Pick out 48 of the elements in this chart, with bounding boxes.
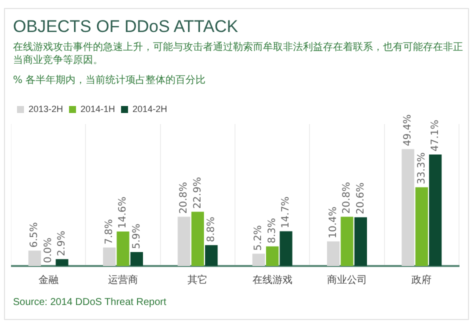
bar xyxy=(340,216,354,266)
chart-title: OBJECTS OF DDoS ATTACK xyxy=(13,17,238,37)
bar xyxy=(252,254,265,266)
data-label: 14.7% xyxy=(280,196,292,228)
data-label: 20.6% xyxy=(355,182,366,214)
data-label: 6.5% xyxy=(29,222,40,248)
bar xyxy=(178,216,190,266)
x-tick-label: 其它 xyxy=(188,274,208,286)
bar xyxy=(327,241,340,266)
bar xyxy=(354,217,367,266)
bar xyxy=(116,231,130,266)
bar xyxy=(191,212,204,266)
bar xyxy=(429,154,442,266)
bar xyxy=(103,248,116,266)
data-label: 33.3% xyxy=(416,152,428,184)
data-label: 5.9% xyxy=(131,224,142,250)
bar xyxy=(205,245,218,266)
x-tick-label: 政府 xyxy=(412,274,432,286)
legend-label: 2014-1H xyxy=(80,104,116,114)
bar xyxy=(56,259,68,266)
data-label: 0.0% xyxy=(42,238,54,263)
bar xyxy=(415,187,428,266)
x-tick-label: 商业公司 xyxy=(327,274,367,286)
bar xyxy=(402,149,414,266)
bar xyxy=(28,250,41,266)
data-label: 8.3% xyxy=(266,218,278,244)
x-tick-label: 金融 xyxy=(38,274,58,286)
source-note: Source: 2014 DDoS Threat Report xyxy=(13,297,166,308)
data-label: 7.8% xyxy=(104,219,115,245)
text: % 各半年期内，当前统计项占整体的百分比 xyxy=(13,74,206,87)
x-tick-label: 运营商 xyxy=(108,274,138,286)
bar xyxy=(130,252,143,266)
legend-label: 2013-2H xyxy=(28,104,64,114)
bar xyxy=(280,231,292,266)
data-label: 2.9% xyxy=(56,230,68,256)
data-label: 49.4% xyxy=(402,114,414,146)
legend-label: 2014-2H xyxy=(132,104,168,114)
data-label: 22.9% xyxy=(192,177,204,209)
data-label: 5.2% xyxy=(253,225,264,251)
chart-subtitle: 在线游戏攻击事件的急速上升，可能与攻击者通过勒索而牟取非法利益存在着联系，也有可能存在非正当商业竞争等原因。 xyxy=(13,41,463,67)
data-label: 8.8% xyxy=(206,216,217,242)
data-label: 47.1% xyxy=(430,120,441,152)
data-label: 20.8% xyxy=(178,182,190,214)
x-tick-label: 在线游戏 xyxy=(252,274,292,286)
data-label: 10.4% xyxy=(328,206,339,238)
data-label: 20.8% xyxy=(342,182,353,214)
data-label: 14.6% xyxy=(118,196,129,228)
bar xyxy=(266,246,279,266)
